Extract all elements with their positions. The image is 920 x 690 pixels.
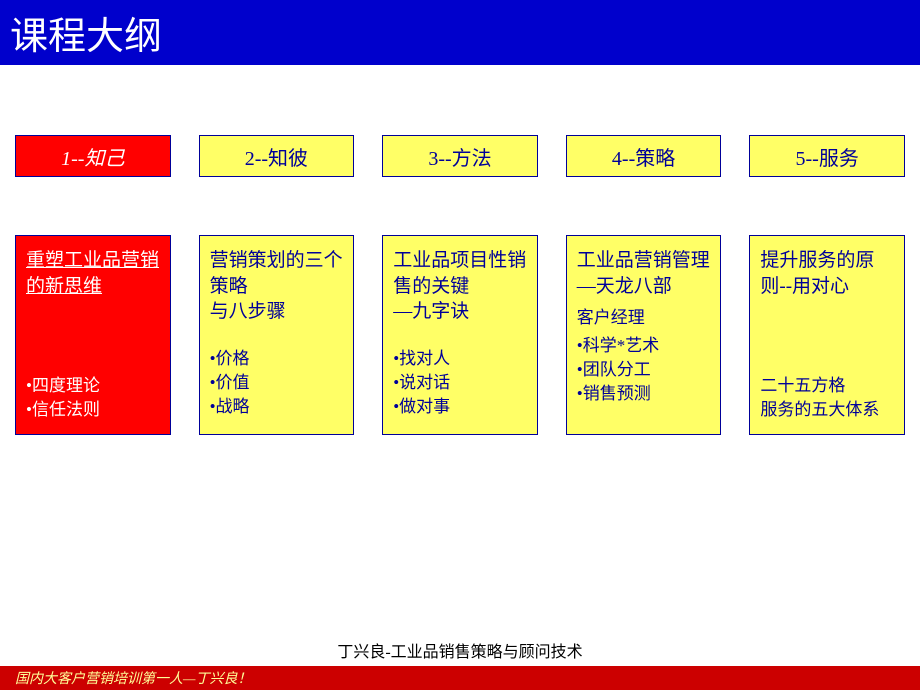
tab-label: 1--知己 [61,142,124,171]
tab-label: 2--知彼 [245,142,308,171]
spacer [393,333,527,347]
spacer [26,307,160,374]
card-4: 工业品营销管理—天龙八部 客户经理 •科学*艺术 •团队分工 •销售预测 [566,235,722,435]
tab-3[interactable]: 3--方法 [382,135,538,177]
card-5: 提升服务的原则--用对心 二十五方格 服务的五大体系 [749,235,905,435]
tabs-row: 1--知己 2--知彼 3--方法 4--策略 5--服务 [0,135,920,177]
bullet: 二十五方格 [760,374,894,398]
tab-label: 3--方法 [428,142,491,171]
card-bullets: •找对人 •说对话 •做对事 [393,347,527,418]
tab-label: 5--服务 [796,142,859,171]
cards-row: 重塑工业品营销的新思维 •四度理论 •信任法则 营销策划的三个策略与八步骤 •价… [0,235,920,435]
title-bar: 课程大纲 [0,0,920,65]
bullet: •科学*艺术 [577,334,711,358]
bullet: •价格 [210,347,344,371]
bullet: •做对事 [393,395,527,419]
spacer [210,333,344,347]
bullet: •找对人 [393,347,527,371]
card-1: 重塑工业品营销的新思维 •四度理论 •信任法则 [15,235,171,435]
card-3: 工业品项目性销售的关键—九字诀 •找对人 •说对话 •做对事 [382,235,538,435]
card-2: 营销策划的三个策略与八步骤 •价格 •价值 •战略 [199,235,355,435]
bullet: •战略 [210,395,344,419]
bullet: •四度理论 [26,374,160,398]
card-bullets: •科学*艺术 •团队分工 •销售预测 [577,334,711,405]
tab-4[interactable]: 4--策略 [566,135,722,177]
tab-2[interactable]: 2--知彼 [199,135,355,177]
tab-label: 4--策略 [612,142,675,171]
card-sub: 客户经理 [577,307,711,330]
card-bullets: 二十五方格 服务的五大体系 [760,374,894,422]
card-heading: 营销策划的三个策略与八步骤 [210,248,344,325]
card-bullets: •价格 •价值 •战略 [210,347,344,418]
page-title: 课程大纲 [10,5,162,60]
bullet: •信任法则 [26,398,160,422]
card-heading: 提升服务的原则--用对心 [760,248,894,299]
bullet: 服务的五大体系 [760,398,894,422]
footer-center-text: 丁兴良-工业品销售策略与顾问技术 [310,638,610,662]
bullet: •说对话 [393,371,527,395]
footer-bar-text: 国内大客户营销培训第一人—丁兴良！ [15,668,251,688]
bullet: •团队分工 [577,358,711,382]
footer-bar: 国内大客户营销培训第一人—丁兴良！ [0,666,920,690]
card-bullets: •四度理论 •信任法则 [26,374,160,422]
tab-5[interactable]: 5--服务 [749,135,905,177]
bullet: •销售预测 [577,382,711,406]
spacer [760,307,894,374]
card-heading: 重塑工业品营销的新思维 [26,248,160,299]
card-heading: 工业品营销管理—天龙八部 [577,248,711,299]
card-heading: 工业品项目性销售的关键—九字诀 [393,248,527,325]
tab-1[interactable]: 1--知己 [15,135,171,177]
bullet: •价值 [210,371,344,395]
